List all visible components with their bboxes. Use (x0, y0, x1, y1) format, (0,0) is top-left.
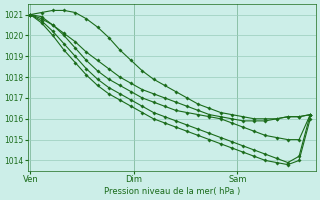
X-axis label: Pression niveau de la mer( hPa ): Pression niveau de la mer( hPa ) (104, 187, 240, 196)
